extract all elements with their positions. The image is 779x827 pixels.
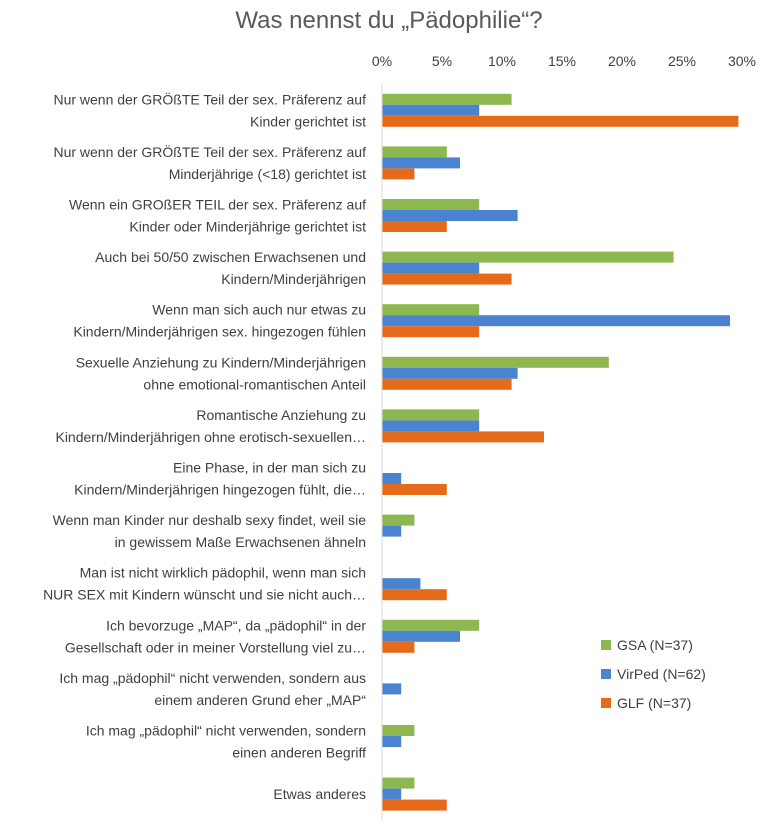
bar-gsa (382, 619, 480, 631)
category-label: Sexuelle Anziehung zu Kindern/Minderjähr… (76, 354, 366, 392)
bars (382, 93, 739, 811)
bar-gsa (382, 409, 480, 421)
category-label: Wenn man Kinder nur deshalb sexy findet,… (53, 512, 367, 550)
legend-swatch (601, 669, 611, 679)
legend-swatch (601, 698, 611, 708)
bar-virped (382, 104, 480, 116)
bar-glf (382, 484, 447, 495)
bar-gsa (382, 199, 480, 210)
x-tick-label: 15% (548, 53, 576, 69)
category-label: Wenn ein GROßER TEIL der sex. Präferenz … (69, 197, 366, 235)
category-label: Romantische Anziehung zu Kindern/Minderjä… (55, 407, 366, 445)
x-tick-label: 10% (488, 53, 516, 69)
x-tick-label: 30% (728, 53, 756, 69)
category-label: Wenn man sich auch nur etwas zu Kindern/M… (73, 302, 366, 340)
category-label: Nur wenn der GRÖßTE Teil der sex. Präfer… (53, 90, 366, 129)
category-label: Ich mag „pädophil“ nicht verwenden, sond… (86, 723, 366, 761)
bar-glf (382, 799, 447, 811)
category-label: Nur wenn der GRÖßTE Teil der sex. Präfer… (53, 143, 366, 182)
legend-label: GSA (N=37) (617, 637, 693, 653)
bar-glf (382, 589, 447, 601)
bar-virped (382, 736, 402, 747)
bar-virped (382, 473, 402, 484)
bar-virped (382, 262, 480, 274)
legend-label: GLF (N=37) (617, 695, 691, 711)
bar-virped (382, 367, 518, 379)
bar-gsa (382, 304, 480, 316)
x-tick-label: 25% (668, 53, 696, 69)
legend: GSA (N=37) VirPed (N=62) GLF (N=37) (601, 637, 706, 711)
category-label: Ich mag „pädophil“ nicht verwenden, sond… (59, 670, 366, 708)
bar-glf (382, 221, 447, 232)
category-label: Ich bevorzuge „MAP“, da „pädophil“ in de… (65, 617, 366, 655)
bar-glf (382, 168, 415, 180)
x-axis-ticks: 0% 5% 10% 15% 20% 25% 30% (372, 53, 756, 69)
bar-gsa (382, 777, 415, 789)
bar-gsa (382, 725, 415, 736)
bar-glf (382, 431, 544, 443)
legend-swatch (601, 640, 611, 650)
category-label: Eine Phase, in der man sich zu Kindern/Mi… (74, 460, 366, 498)
bar-virped (382, 788, 402, 800)
bar-gsa (382, 93, 512, 105)
bar-glf (382, 273, 512, 285)
category-label: Auch bei 50/50 zwischen Erwachsenen und K… (95, 249, 366, 287)
category-label: Etwas anderes (273, 786, 366, 802)
chart-title: Was nennst du „Pädophilie“? (235, 7, 542, 34)
category-labels: Nur wenn der GRÖßTE Teil der sex. Präfer… (43, 90, 366, 802)
bar-glf (382, 641, 415, 653)
bar-gsa (382, 356, 609, 368)
bar-virped (382, 420, 480, 432)
bar-glf (382, 115, 739, 127)
bar-virped (382, 630, 460, 642)
bar-glf (382, 326, 480, 338)
bar-virped (382, 210, 518, 221)
x-tick-label: 0% (372, 53, 392, 69)
bar-gsa (382, 146, 447, 158)
bar-virped (382, 683, 402, 695)
bar-virped (382, 315, 730, 327)
bar-gsa (382, 251, 674, 263)
legend-label: VirPed (N=62) (617, 666, 706, 682)
bar-virped (382, 157, 460, 169)
bar-gsa (382, 514, 415, 526)
x-tick-label: 5% (432, 53, 452, 69)
category-label: Man ist nicht wirklich pädophil, wenn ma… (43, 565, 366, 603)
bar-virped (382, 525, 402, 537)
bar-virped (382, 578, 421, 590)
x-tick-label: 20% (608, 53, 636, 69)
bar-glf (382, 378, 512, 390)
